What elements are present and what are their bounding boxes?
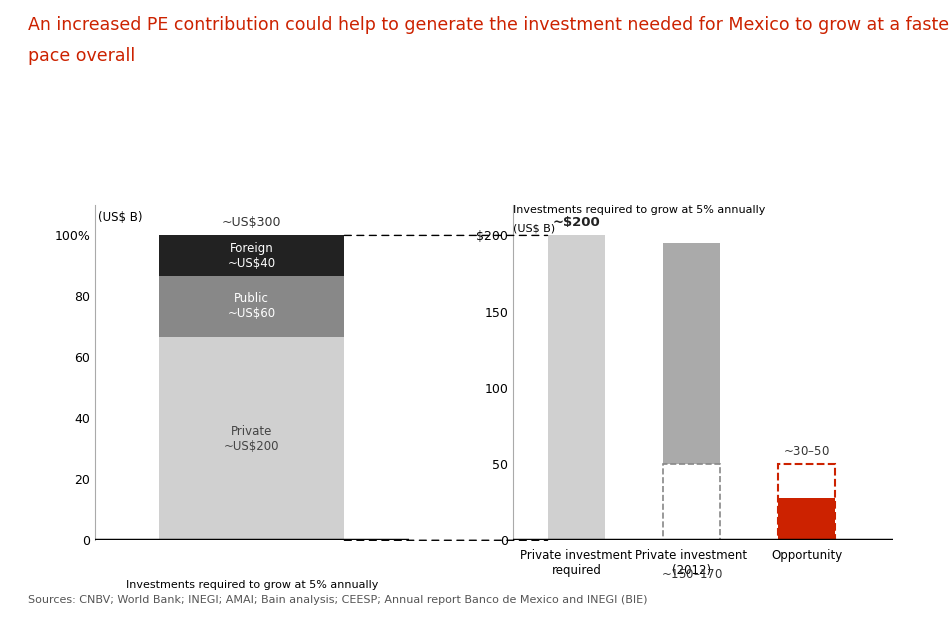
Bar [663, 243, 720, 540]
Bar [663, 464, 720, 540]
Text: Sources: CNBV; World Bank; INEGI; AMAI; Bain analysis; CEESP; Annual report Banc: Sources: CNBV; World Bank; INEGI; AMAI; … [28, 596, 648, 605]
Bar [160, 276, 345, 337]
Text: ...current private investment leaves
a substantial gap to be filled: ...current private investment leaves a s… [597, 148, 847, 178]
Bar [160, 235, 345, 276]
Text: Foreign
~US$40: Foreign ~US$40 [228, 242, 276, 270]
Bar [778, 464, 835, 540]
Text: For the economy to grow at about 5% annually,
an investment of about $300 billio: For the economy to grow at about 5% annu… [71, 148, 451, 178]
Text: Investments required to grow at 5% annually: Investments required to grow at 5% annua… [125, 580, 378, 590]
Bar [778, 497, 835, 540]
Text: ~$30–$50: ~$30–$50 [783, 445, 830, 458]
Text: pace overall: pace overall [28, 47, 136, 65]
Text: (US$ B): (US$ B) [98, 211, 142, 224]
Text: ~US$300: ~US$300 [222, 216, 281, 229]
Text: ~$150–$170: ~$150–$170 [660, 568, 722, 581]
Text: Public
~US$60: Public ~US$60 [228, 292, 276, 320]
Bar [663, 464, 720, 540]
Text: An increased PE contribution could help to generate the investment needed for Me: An increased PE contribution could help … [28, 16, 950, 34]
Text: Investments required to grow at 5% annually: Investments required to grow at 5% annua… [513, 205, 766, 215]
Text: ~$200: ~$200 [553, 216, 600, 229]
Text: Private
~US$200: Private ~US$200 [224, 425, 279, 453]
Bar [160, 337, 345, 540]
Text: (US$ B): (US$ B) [513, 223, 555, 233]
Bar [778, 464, 835, 497]
Bar [547, 235, 605, 540]
